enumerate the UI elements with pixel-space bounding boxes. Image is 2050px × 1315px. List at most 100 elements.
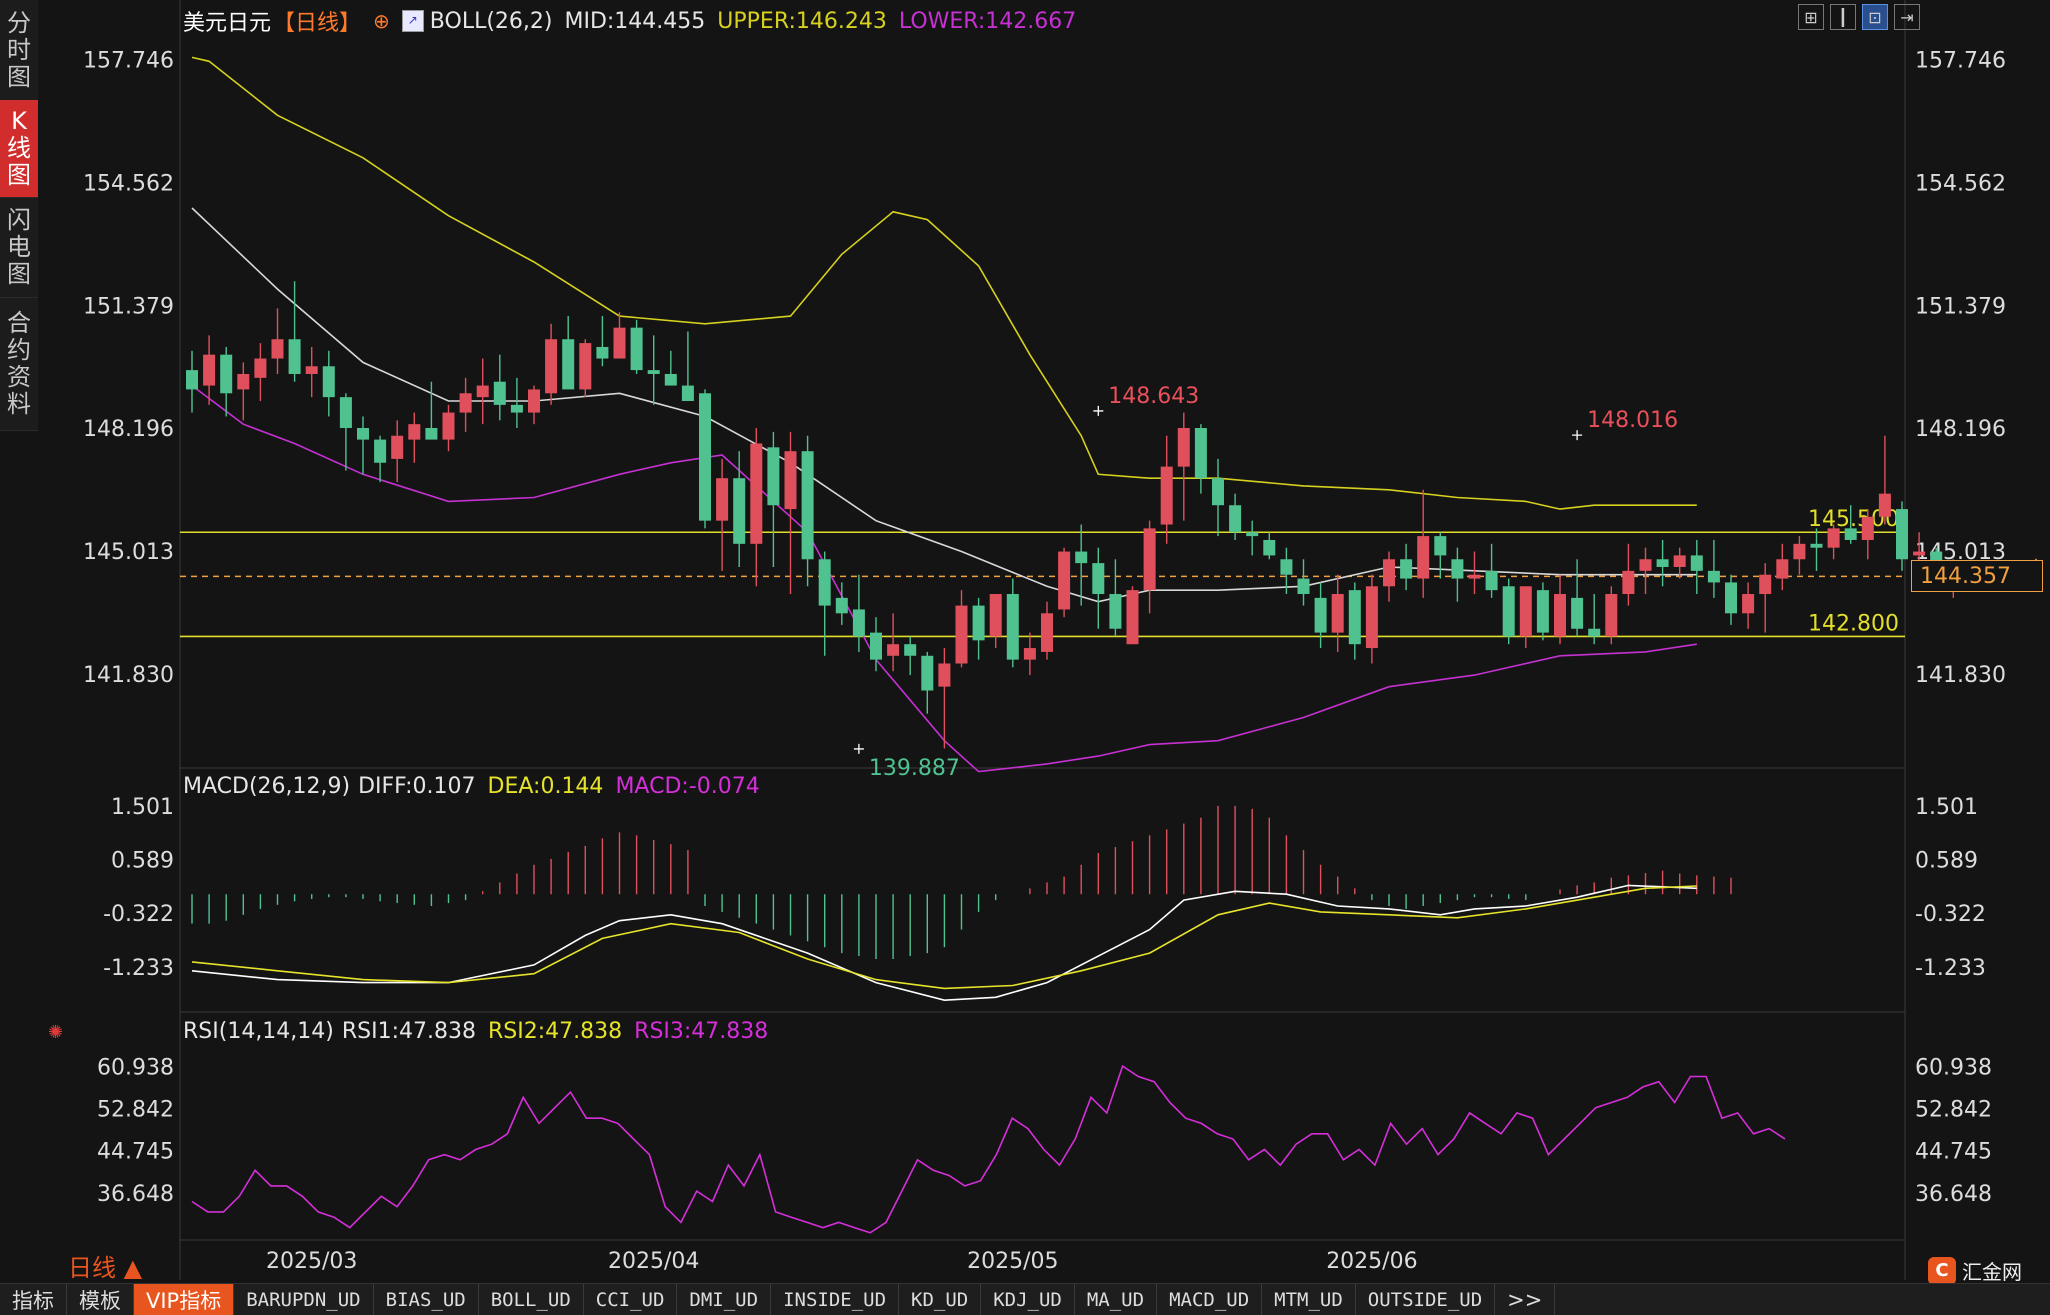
- period-tag[interactable]: 【日线】: [273, 11, 362, 36]
- price-axis-label-left-2: 151.379: [83, 294, 174, 319]
- candle-body-61: [1229, 505, 1242, 533]
- rsi-axis-label-right-0: 60.938: [1915, 1055, 1992, 1080]
- candle-body-7: [305, 366, 318, 374]
- settings-gear-icon[interactable]: ✺: [48, 1022, 64, 1043]
- kline-icon[interactable]: ┃: [1830, 4, 1856, 30]
- candle-body-23: [579, 343, 592, 390]
- date-axis-label-1: 2025/04: [608, 1249, 699, 1274]
- candle-body-52: [1075, 551, 1088, 564]
- macd-diff-line: [191, 884, 1697, 1002]
- bottom-tab-13[interactable]: MTM_UD: [1262, 1284, 1356, 1315]
- candle-body-56: [1143, 528, 1156, 591]
- bottom-tab-6[interactable]: CCI_UD: [584, 1284, 678, 1315]
- bottom-tab-14[interactable]: OUTSIDE_UD: [1356, 1284, 1496, 1315]
- bottom-tab-4[interactable]: BIAS_UD: [374, 1284, 479, 1315]
- symbol-name: 美元日元: [183, 11, 272, 36]
- bottom-tab-11[interactable]: MA_UD: [1075, 1284, 1158, 1315]
- sidebar-tab-0[interactable]: 分时图: [0, 0, 38, 101]
- zoom-icon[interactable]: ⊡: [1862, 4, 1888, 30]
- candle-body-35: [784, 451, 797, 510]
- candle-body-33: [750, 443, 763, 544]
- logo: C 汇金网: [1928, 1256, 2022, 1285]
- crosshair-icon[interactable]: ⊕: [373, 9, 390, 33]
- bottom-tab-7[interactable]: DMI_UD: [677, 1284, 772, 1315]
- rsi-axis-label-right-1: 52.842: [1915, 1098, 1992, 1123]
- indicator-icon[interactable]: ↗: [401, 10, 424, 32]
- bottom-tab-15[interactable]: >>: [1495, 1284, 1556, 1315]
- candle-body-29: [681, 385, 694, 401]
- candle-body-57: [1160, 466, 1173, 525]
- candle-body-19: [510, 404, 523, 413]
- extreme-label-1: 139.887: [869, 756, 960, 781]
- candle-body-13: [408, 424, 421, 440]
- candle-body-24: [596, 346, 609, 359]
- candle-body-82: [1588, 628, 1601, 637]
- macd-axis-label-left-2: -0.322: [103, 902, 174, 927]
- candle-body-92: [1759, 574, 1772, 595]
- candle-body-45: [955, 605, 968, 664]
- date-axis-label-3: 2025/06: [1326, 1249, 1417, 1274]
- bottom-tab-12[interactable]: MACD_UD: [1157, 1284, 1263, 1315]
- support-line-label-1: 142.800: [1808, 611, 1899, 636]
- macd-legend: MACD(26,12,9) DIFF:0.107 DEA:0.144 MACD:…: [183, 774, 760, 799]
- candle-body-22: [562, 339, 575, 390]
- candle-body-63: [1263, 539, 1276, 556]
- bottom-tab-9[interactable]: KD_UD: [899, 1284, 982, 1315]
- candle-body-39: [852, 609, 865, 637]
- candle-body-6: [288, 339, 301, 374]
- candle-body-89: [1707, 570, 1720, 583]
- candle-body-83: [1605, 594, 1618, 637]
- candle-body-73: [1434, 536, 1447, 556]
- bottom-tab-0[interactable]: 指标: [0, 1284, 67, 1315]
- candle-body-48: [1006, 594, 1019, 660]
- candle-body-37: [818, 559, 831, 606]
- bottom-tab-8[interactable]: INSIDE_UD: [771, 1284, 900, 1315]
- candle-body-16: [459, 393, 472, 413]
- candle-body-20: [528, 389, 540, 413]
- date-axis-label-2: 2025/05: [967, 1249, 1058, 1274]
- bottom-tab-5[interactable]: BOLL_UD: [479, 1284, 584, 1315]
- macd-axis-label-right-3: -1.233: [1915, 956, 1986, 981]
- candle-body-25: [613, 327, 626, 359]
- period-selector[interactable]: 日线 ▲: [68, 1254, 143, 1282]
- rsi-legend: RSI(14,14,14) RSI1:47.838 RSI2:47.838 RS…: [183, 1019, 768, 1044]
- candle-body-77: [1502, 586, 1515, 637]
- extreme-label-0: 148.643: [1108, 384, 1199, 409]
- candle-body-30: [699, 393, 711, 521]
- candle-body-76: [1485, 570, 1498, 591]
- sidebar-tab-2[interactable]: 闪电图: [0, 197, 38, 298]
- bottom-tab-3[interactable]: BARUPDN_UD: [234, 1284, 374, 1315]
- extreme-marker-0: [1093, 405, 1104, 416]
- candle-body-53: [1092, 563, 1105, 595]
- bottom-tab-10[interactable]: KDJ_UD: [981, 1284, 1075, 1315]
- candle-body-42: [904, 644, 917, 656]
- candle-body-17: [476, 385, 489, 398]
- candle-body-28: [664, 373, 677, 386]
- price-axis-label-right-3: 148.196: [1915, 417, 2006, 442]
- candle-body-87: [1673, 555, 1686, 567]
- rsi-line: [191, 1064, 1786, 1234]
- candle-body-78: [1519, 586, 1532, 637]
- grid-icon[interactable]: ⊞: [1798, 4, 1824, 30]
- boll-upper-line: [191, 56, 1697, 510]
- candle-body-69: [1365, 586, 1378, 649]
- current-price-tag: 144.357: [1911, 560, 2043, 593]
- price-axis-label-left-5: 141.830: [83, 663, 174, 688]
- sidebar-tab-3[interactable]: 合约资料: [0, 297, 38, 431]
- candle-body-91: [1742, 594, 1755, 614]
- candle-body-80: [1554, 594, 1566, 637]
- candle-body-36: [801, 451, 814, 560]
- export-icon[interactable]: ⇥: [1894, 4, 1920, 30]
- logo-text: 汇金网: [1962, 1260, 2022, 1284]
- candle-body-72: [1417, 536, 1430, 579]
- indicator-bar: 指标 模板 VIP指标 BARUPDN_UD BIAS_UD BOLL_UD CCI_UD D…: [0, 1283, 2050, 1315]
- candle-body-90: [1725, 582, 1737, 614]
- boll-mid-line: [191, 207, 1697, 603]
- candle-body-50: [1041, 613, 1053, 652]
- chart-toolbar: ⊞ ┃ ⊡ ⇥: [1798, 4, 1920, 30]
- bottom-tab-2[interactable]: VIP指标: [134, 1284, 235, 1315]
- bottom-tab-1[interactable]: 模板: [67, 1284, 134, 1315]
- candle-body-10: [357, 428, 369, 440]
